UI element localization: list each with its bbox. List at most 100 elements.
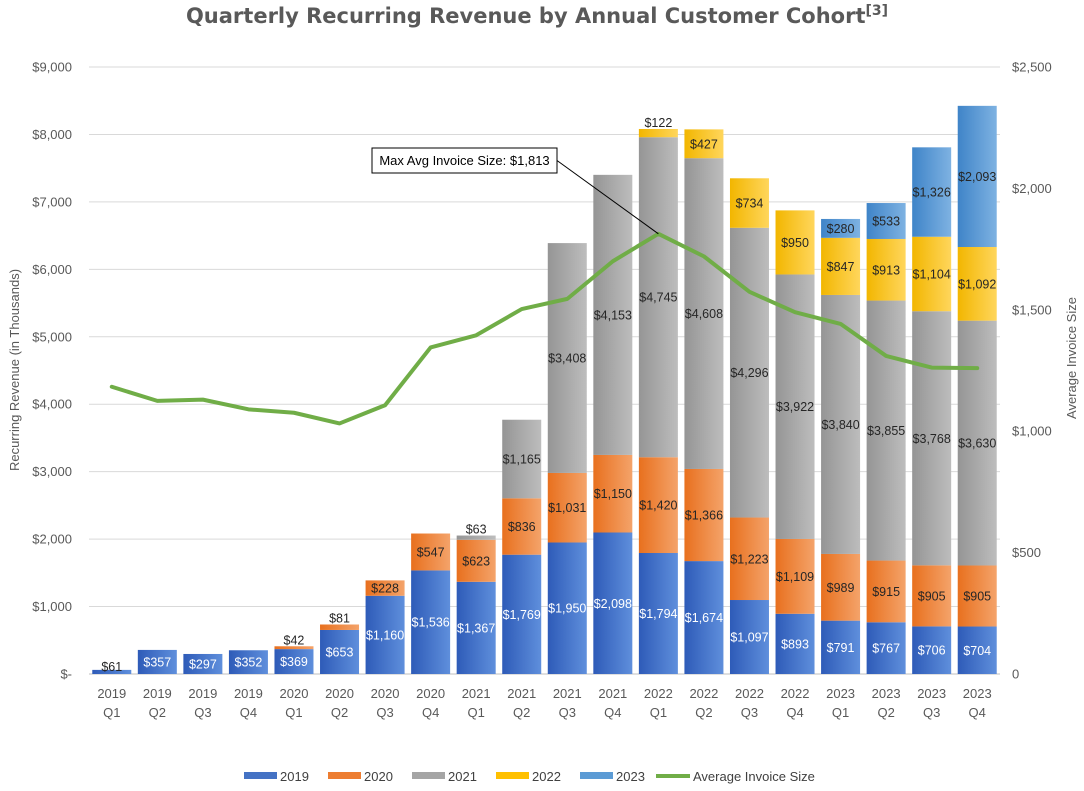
bar-label-2020-7: $547 [417, 545, 445, 559]
bar-2022-18 [912, 236, 952, 312]
bar-2019-18 [912, 626, 952, 674]
y-axis-left: $- $1,000 $2,000 $3,000 $4,000 $5,000 $6,000 $7… [32, 60, 72, 682]
x-tick-year-16: 2023 [826, 686, 855, 701]
y-axis-right: 0 $500 $1,000 $1,500 $2,000 $2,500 [1012, 60, 1052, 682]
bar-2021-13 [684, 158, 724, 469]
bar-2020-5 [320, 624, 360, 630]
bar-label-2019-3: $352 [235, 656, 263, 670]
bar-label-2023-18: $1,326 [913, 186, 951, 200]
y-tick-label: $5,000 [32, 329, 72, 344]
bar-2021-14 [729, 227, 769, 518]
bar-label-2023-16: $280 [827, 222, 855, 236]
x-tick-quarter-18: Q3 [923, 705, 940, 720]
bar-2019-17 [866, 622, 906, 674]
bar-2019-6 [365, 595, 405, 674]
bar-2022-13 [684, 129, 724, 159]
bar-label-2023-17: $533 [872, 215, 900, 229]
y-tick-label: $1,000 [32, 599, 72, 614]
bar-label-2020-19: $905 [963, 590, 991, 604]
x-tick-year-12: 2022 [644, 686, 673, 701]
x-tick-year-15: 2022 [781, 686, 810, 701]
x-tick-year-7: 2020 [416, 686, 445, 701]
bar-label-2021-12: $4,745 [639, 291, 677, 305]
x-tick-quarter-9: Q2 [513, 705, 530, 720]
y-tick-label: $4,000 [32, 397, 72, 412]
bar-2022-15 [775, 210, 815, 275]
bar-label-2020-9: $836 [508, 520, 536, 534]
bar-label-2019-19: $704 [963, 644, 991, 658]
bar-2019-3 [228, 650, 268, 674]
x-tick-year-18: 2023 [917, 686, 946, 701]
bar-label-2019-9: $1,769 [503, 608, 541, 622]
bar-label-2019-0: $61 [101, 660, 122, 674]
bar-label-2021-19: $3,630 [958, 437, 996, 451]
bar-2021-8 [456, 535, 496, 540]
bar-label-2019-11: $2,098 [594, 597, 632, 611]
bar-label-2019-16: $791 [827, 641, 855, 655]
bar-label-2020-5: $81 [329, 611, 350, 625]
bar-label-2020-15: $1,109 [776, 570, 814, 584]
legend-label-line: Average Invoice Size [693, 769, 815, 784]
bar-2020-14 [729, 517, 769, 601]
bar-label-2022-13: $427 [690, 137, 718, 151]
bar-2021-10 [547, 243, 587, 473]
y-tick-label: $6,000 [32, 262, 72, 277]
x-tick-year-14: 2022 [735, 686, 764, 701]
bar-2019-8 [456, 581, 496, 674]
x-tick-quarter-12: Q1 [650, 705, 667, 720]
bar-label-2021-9: $1,165 [503, 453, 541, 467]
bar-2020-10 [547, 472, 587, 543]
bar-2021-12 [638, 137, 678, 458]
legend-swatch-2023 [580, 772, 613, 779]
bar-2020-16 [821, 553, 861, 621]
bar-2023-16 [821, 218, 861, 238]
y2-tick-label: 0 [1012, 667, 1019, 682]
bar-2020-15 [775, 538, 815, 614]
x-tick-quarter-6: Q3 [376, 705, 393, 720]
x-tick-year-17: 2023 [872, 686, 901, 701]
bar-label-2020-11: $1,150 [594, 487, 632, 501]
bar-2021-16 [821, 294, 861, 554]
bar-label-2020-12: $1,420 [639, 499, 677, 513]
bar-label-2022-15: $950 [781, 236, 809, 250]
y2-axis-title: Average Invoice Size [1064, 297, 1079, 419]
x-tick-year-8: 2021 [462, 686, 491, 701]
x-tick-quarter-4: Q1 [285, 705, 302, 720]
x-tick-year-5: 2020 [325, 686, 354, 701]
x-tick-year-4: 2020 [280, 686, 309, 701]
callout-text: Max Avg Invoice Size: $1,813 [379, 153, 549, 168]
x-tick-quarter-10: Q3 [559, 705, 576, 720]
bar-label-2019-14: $1,097 [730, 631, 768, 645]
y2-tick-label: $1,500 [1012, 302, 1052, 317]
bar-labels-group: $61 $357 $297 $352 $369 $42 $653 $81 $1,160 $228 $… [101, 116, 996, 674]
average-invoice-size-line [109, 231, 980, 426]
bar-2019-13 [684, 561, 724, 674]
legend-label-2022: 2022 [532, 769, 561, 784]
legend-label-2023: 2023 [616, 769, 645, 784]
legend-swatch-2019 [244, 772, 277, 779]
bar-label-2019-18: $706 [918, 644, 946, 658]
bar-label-2022-12: $122 [644, 116, 672, 130]
x-tick-quarter-8: Q1 [468, 705, 485, 720]
bar-label-2022-18: $1,104 [913, 267, 951, 281]
bar-2019-11 [593, 532, 633, 674]
bar-2021-9 [502, 419, 542, 499]
bar-2021-19 [957, 320, 997, 566]
y-tick-label: $- [60, 667, 72, 682]
x-tick-quarter-7: Q4 [422, 705, 439, 720]
bar-label-2022-16: $847 [827, 260, 855, 274]
x-tick-quarter-1: Q2 [149, 705, 166, 720]
x-tick-quarter-16: Q1 [832, 705, 849, 720]
bar-2020-13 [684, 468, 724, 562]
x-tick-year-1: 2019 [143, 686, 172, 701]
y-tick-label: $9,000 [32, 60, 72, 75]
y2-tick-label: $2,500 [1012, 60, 1052, 75]
bar-2020-11 [593, 454, 633, 533]
bar-label-2021-13: $4,608 [685, 307, 723, 321]
bar-label-2019-15: $893 [781, 637, 809, 651]
bar-label-2021-18: $3,768 [913, 432, 951, 446]
x-tick-quarter-5: Q2 [331, 705, 348, 720]
bar-2019-16 [821, 620, 861, 674]
bar-2020-9 [502, 498, 542, 555]
x-tick-year-3: 2019 [234, 686, 263, 701]
